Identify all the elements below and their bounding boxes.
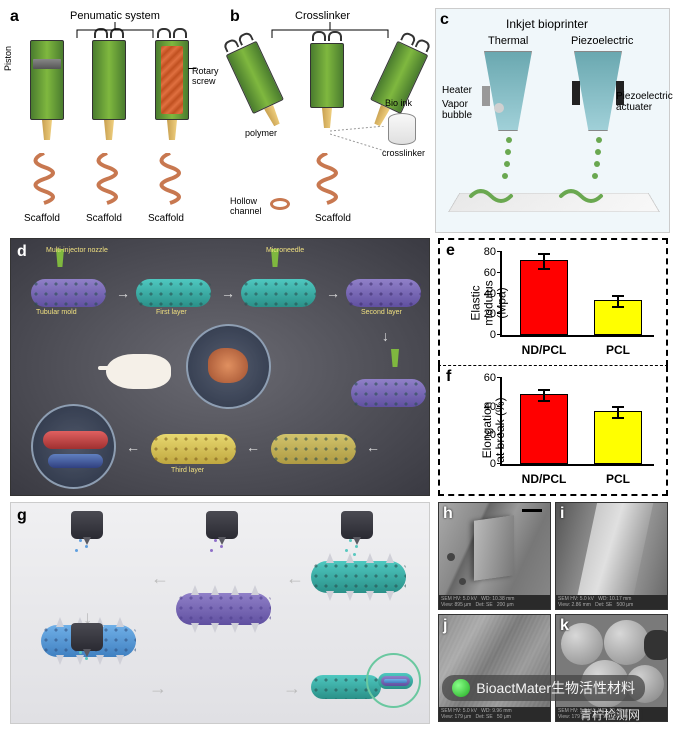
piezo-label: Piezoelectric [571,35,633,47]
bioink-label: Bio ink [385,98,412,108]
wechat-icon [452,679,470,697]
squiggle-2 [556,181,606,206]
panel-d: d Tubular mold Multi-injector nozzle → F… [10,238,430,496]
crosslinker-cyl [388,113,416,145]
panel-h: h SEM HV: 5.0 kV WD: 10.38 mmView: 895 μ… [438,502,551,610]
thermal-label: Thermal [488,35,528,47]
watermark-wechat: BioactMater生物活性材料 [442,675,645,701]
panel-d-label: d [17,243,27,261]
thermal-nozzle [484,51,532,131]
rotary-syringe [155,40,189,140]
panel-e: e Elastic modulus (Mpa) 0 20 40 60 80 ND… [438,238,668,366]
scaffold-b-label: Scaffold [315,213,351,224]
panel-b-label: b [230,8,240,26]
bracket-line [65,22,165,40]
f-bar-2 [594,411,642,464]
actuator-label: Piezoelectric actuater [616,91,673,113]
g-inset-circle [366,653,421,708]
hollow-label: Hollow channel [230,196,262,216]
watermark-site: 青柠检测网 [580,706,640,723]
mouse [106,354,171,389]
panel-f-label: f [446,368,451,386]
e-bar-1 [520,260,568,335]
dashed-lines [330,126,390,156]
hollow-ring [270,198,290,210]
vapor-label: Vapor bubble [442,99,472,121]
crosslinker-label: Crosslinker [295,10,350,22]
scaffold-label-1: Scaffold [24,213,60,224]
tube-bottom-2 [271,434,356,464]
first-layer [136,279,211,307]
tubular-mold [31,279,106,307]
e-bar-2 [594,300,642,335]
panel-f: f Elongation at break (%) 0 20 40 60 ND/… [438,366,668,496]
syringe-left [226,41,293,132]
panel-g: g ← ← ← [10,502,430,724]
piezo-nozzle [574,51,622,131]
scaffold-label-3: Scaffold [148,213,184,224]
panel-j: j SEM HV: 5.0 kV WD: 9.96 mmView: 179 μm… [438,614,551,722]
syringe-center [310,43,344,128]
g-tube-1 [311,561,406,593]
f-cat-2: PCL [606,472,630,486]
heater-label: Heater [442,85,472,96]
panel-i: i SEM HV: 5.0 kV WD: 10.17 mmView: 2.86 … [555,502,668,610]
piston-syringe [30,40,64,140]
squiggle-1 [466,181,516,206]
scaffold-b [305,153,350,208]
inset-vessel [31,404,116,489]
panel-e-label: e [446,242,455,260]
inset-stomach [186,324,271,409]
f-cat-1: ND/PCL [522,472,567,486]
scaffold-label-2: Scaffold [86,213,122,224]
panel-b: b Crosslinker Bio ink polymer crosslinke… [230,8,430,233]
panel-a: a Penumatic system Piston Rotary screw S… [10,8,225,233]
tube-right-mid [351,379,426,407]
panel-c: c Inkjet bioprinter Thermal Piezoelectri… [435,8,670,233]
e-chart-area: 0 20 40 60 80 ND/PCL PCL [500,252,654,337]
scaffold-1 [22,153,67,208]
panel-a-label: a [10,8,19,26]
e-cat-1: ND/PCL [522,343,567,357]
third-layer [151,434,236,464]
watermark-text-1: BioactMater生物活性材料 [476,678,635,698]
scaffold-2 [85,153,130,208]
figure-container: a Penumatic system Piston Rotary screw S… [0,0,680,731]
panel-g-label: g [17,507,27,525]
f-chart-area: 0 20 40 60 ND/PCL PCL [500,378,654,466]
g-tube-2 [176,593,271,625]
e-cat-2: PCL [606,343,630,357]
pneumatic-syringe [92,40,126,140]
f-bar-1 [520,394,568,464]
pneumatic-title: Penumatic system [70,10,160,22]
tube-3 [241,279,316,307]
polymer-label: polymer [245,128,277,138]
rotary-label: Rotary screw [192,66,232,86]
panel-c-label: c [440,11,449,29]
inkjet-title: Inkjet bioprinter [506,17,588,31]
piston-label: Piston [3,46,13,71]
second-layer [346,279,421,307]
scaffold-3 [148,153,193,208]
